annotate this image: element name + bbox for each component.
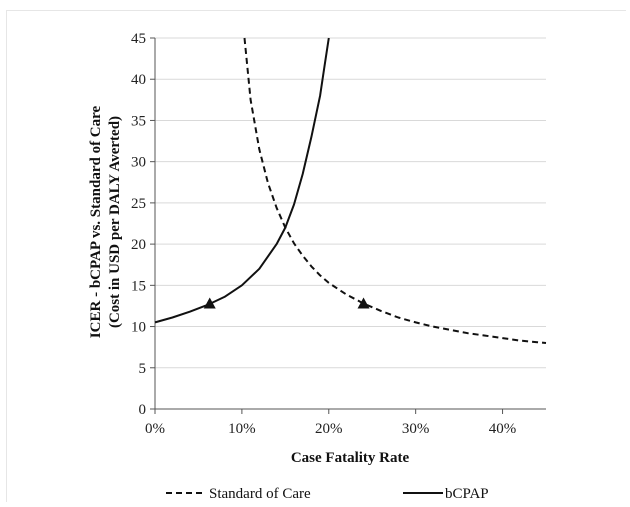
series-line-bcpap [154, 37, 330, 324]
series-markers [203, 297, 370, 309]
legend-label-bcpap: bCPAP [445, 486, 489, 502]
y-axis-title-line-2: (Cost in USD per DALY Averted) [107, 116, 123, 328]
legend: Standard of Care bCPAP [166, 486, 489, 502]
series-lines [154, 37, 547, 344]
x-tick-labels: 0% 10% 20% 30% 40% [145, 421, 516, 437]
y-tick-label: 15 [131, 278, 146, 294]
marker-standard-of-care [357, 297, 370, 309]
y-tick-label: 0 [139, 402, 147, 418]
x-tick-label: 10% [228, 421, 256, 437]
y-tick-label: 35 [131, 113, 146, 129]
marker-bcpap [203, 297, 216, 309]
chart-frame [6, 10, 626, 502]
y-tick-label: 45 [131, 31, 146, 47]
y-tick-label: 25 [131, 196, 146, 212]
x-tick-label: 40% [489, 421, 517, 437]
y-tick-label: 30 [131, 155, 146, 171]
y-tick-label: 5 [139, 361, 147, 377]
y-tick-label: 10 [131, 320, 146, 336]
x-tick-label: 30% [402, 421, 430, 437]
gridlines [155, 37, 546, 369]
y-tick-labels: 0 5 10 15 20 25 30 35 40 45 [131, 31, 146, 418]
x-tick-label: 0% [145, 421, 165, 437]
x-axis-title: Case Fatality Rate [291, 450, 410, 466]
y-tick-label: 40 [131, 72, 146, 88]
legend-label-standard-of-care: Standard of Care [209, 486, 311, 502]
axes [150, 37, 546, 414]
x-tick-label: 20% [315, 421, 343, 437]
y-axis-title-line-1: ICER - bCPAP vs. Standard of Care [88, 105, 104, 338]
y-tick-label: 20 [131, 237, 146, 253]
series-line-standard-of-care [243, 37, 547, 344]
